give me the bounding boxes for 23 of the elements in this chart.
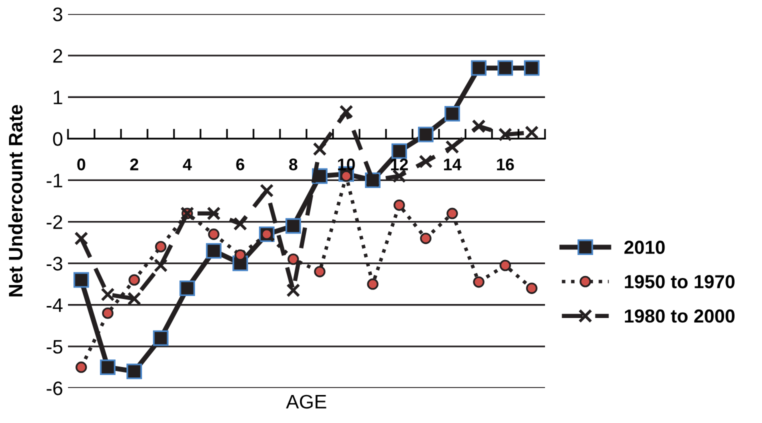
legend-label: 1980 to 2000	[624, 309, 735, 323]
x-tick-label: 2	[130, 158, 138, 170]
x-tick-label: 16	[497, 158, 514, 170]
y-tick-label: -2	[46, 215, 62, 229]
y-tick-label: -3	[46, 256, 62, 271]
y-tick-label: 0	[53, 132, 62, 146]
x-tick-label: 0	[77, 158, 86, 170]
y-axis-title: Net Undercount Rate	[8, 104, 23, 296]
legend-label: 2010	[624, 240, 665, 254]
y-tick-label: 2	[53, 49, 62, 63]
x-tick-label: 12	[391, 158, 408, 170]
y-tick-label: 3	[53, 7, 62, 22]
legend-label: 1950 to 1970	[624, 275, 735, 288]
x-tick-label: 8	[289, 158, 298, 170]
y-tick-label: -5	[46, 340, 62, 354]
x-tick-label: 6	[236, 158, 244, 170]
y-tick-label: 1	[54, 90, 62, 104]
y-tick-label: -6	[46, 381, 62, 396]
x-axis-title: AGE	[286, 394, 326, 409]
x-tick-label: 14	[444, 158, 462, 170]
y-tick-label: -1	[46, 174, 62, 188]
y-tick-label: -4	[46, 298, 63, 312]
x-tick-label: 4	[182, 158, 192, 170]
